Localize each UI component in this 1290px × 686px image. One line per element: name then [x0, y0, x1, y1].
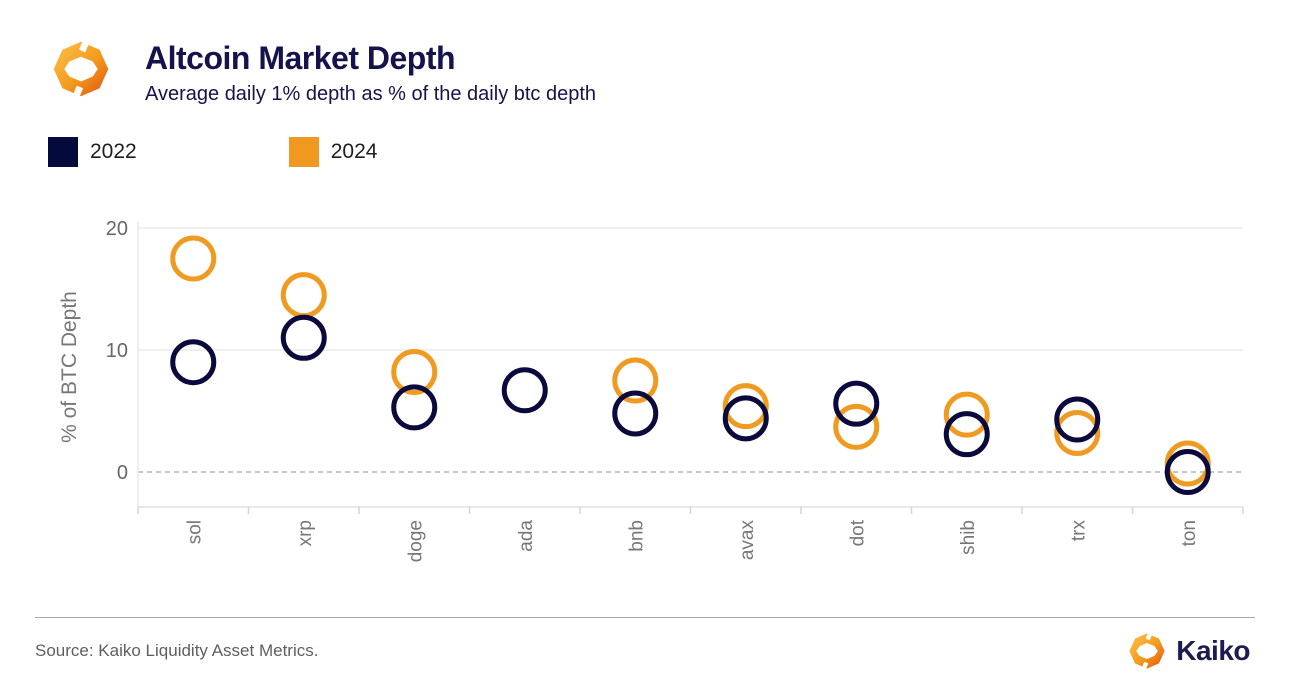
point-avax-2024 — [722, 383, 769, 430]
footer-divider — [35, 617, 1255, 618]
point-avax-2022 — [722, 395, 769, 442]
legend-swatch-2022 — [48, 137, 78, 167]
page-subtitle: Average daily 1% depth as % of the daily… — [145, 83, 597, 105]
point-sol-2024 — [170, 235, 217, 282]
point-bnb-2022 — [612, 390, 659, 437]
point-ton-2022 — [1164, 449, 1211, 495]
scatter-chart: 0 10 20 % of BTC Depth sol xrp doge ada bnb avax d… — [58, 218, 1244, 562]
x-label-sol: sol — [184, 520, 205, 544]
legend-item-2022: 2022 — [48, 137, 137, 167]
x-label-dot: dot — [847, 519, 868, 546]
x-label-bnb: bnb — [626, 520, 647, 552]
legend-swatch-2024 — [288, 137, 319, 167]
brand-lockup: Kaiko — [1127, 630, 1250, 672]
x-label-ada: ada — [516, 520, 537, 552]
y-tick-label-20: 20 — [106, 218, 128, 240]
y-tick-label-10: 10 — [106, 340, 128, 362]
legend-item-2024: 2024 — [288, 137, 378, 167]
y-axis-title: % of BTC Depth — [58, 291, 81, 443]
point-dot-2024 — [833, 403, 880, 450]
chart-legend: 2022 2024 — [48, 137, 377, 167]
point-xrp-2022 — [280, 314, 327, 361]
x-label-xrp: xrp — [295, 520, 316, 546]
x-label-shib: shib — [958, 520, 979, 555]
page-title: Altcoin Market Depth — [145, 40, 456, 76]
point-sol-2022 — [170, 339, 217, 386]
point-trx-2022 — [1054, 396, 1101, 443]
x-label-ton: ton — [1179, 520, 1200, 546]
point-doge-2024 — [391, 348, 438, 395]
legend-label-2022: 2022 — [90, 140, 137, 163]
point-dot-2022 — [833, 380, 880, 427]
x-label-doge: doge — [405, 520, 426, 562]
header: Altcoin Market Depth Average daily 1% de… — [145, 40, 596, 106]
point-bnb-2024 — [612, 357, 659, 404]
point-ada-2022 — [501, 367, 548, 414]
y-tick-label-0: 0 — [117, 462, 128, 484]
point-shib-2022 — [943, 411, 990, 458]
point-doge-2022 — [391, 384, 438, 431]
point-xrp-2024 — [280, 272, 327, 319]
kaiko-logo-icon — [53, 36, 109, 102]
source-note: Source: Kaiko Liquidity Asset Metrics. — [35, 641, 319, 660]
legend-label-2024: 2024 — [330, 140, 378, 163]
point-shib-2024 — [943, 391, 990, 438]
kaiko-logo-icon — [1129, 630, 1165, 672]
point-trx-2024 — [1054, 409, 1101, 456]
x-label-avax: avax — [737, 520, 758, 561]
x-label-trx: trx — [1068, 520, 1089, 542]
brand-name: Kaiko — [1176, 635, 1250, 666]
